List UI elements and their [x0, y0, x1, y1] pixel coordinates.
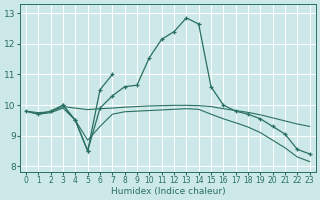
X-axis label: Humidex (Indice chaleur): Humidex (Indice chaleur) [110, 187, 225, 196]
